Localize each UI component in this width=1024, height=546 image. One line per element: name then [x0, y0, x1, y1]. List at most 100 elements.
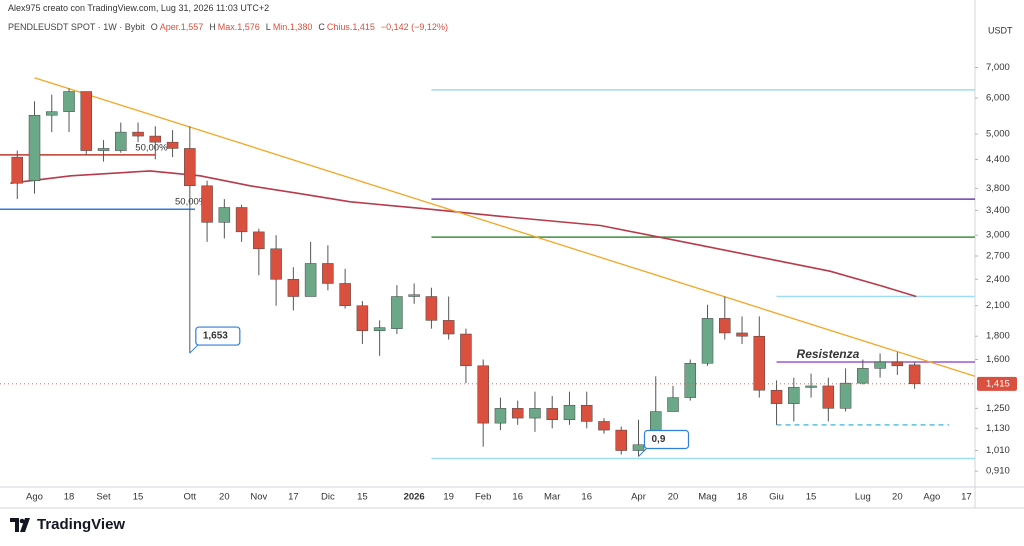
x-tick-label: Feb: [475, 492, 491, 503]
candle-body: [322, 263, 334, 284]
candle-body: [63, 91, 75, 112]
candle-body: [184, 148, 196, 187]
candle-body: [356, 305, 369, 332]
symbol: PENDLEUSDT SPOT · 1W · Bybit: [8, 22, 145, 32]
candle-body: [632, 444, 645, 451]
ohlc-value: Max.1,576: [217, 22, 260, 32]
candle-body: [753, 335, 766, 391]
candle-body: [80, 91, 93, 151]
candle-body: [857, 368, 869, 384]
trendline: [34, 77, 976, 377]
x-tick-label: 19: [443, 492, 454, 503]
y-tick-label: 4,400: [986, 154, 1010, 165]
x-tick-label: 16: [512, 492, 523, 503]
symbol-legend: PENDLEUSDT SPOT · 1W · Bybit O Aper.1,557 H…: [8, 22, 448, 32]
candle-body: [788, 387, 800, 404]
ohlc-key: O: [150, 22, 158, 32]
candle-body: [563, 404, 576, 421]
x-tick-label: Ago: [26, 492, 43, 503]
candle-body: [218, 207, 231, 223]
y-tick-label: 3,000: [986, 230, 1010, 241]
y-tick-label: 1,130: [986, 423, 1010, 434]
y-tick-label: 7,000: [986, 62, 1010, 73]
candle-body: [28, 114, 41, 181]
candle-body: [46, 111, 58, 116]
ohlc-key: H: [209, 22, 216, 32]
candle-body: [201, 185, 213, 223]
ohlc-value: Aper.1,557: [159, 22, 204, 32]
y-tick-label: 2,700: [986, 251, 1010, 262]
candle-body: [442, 320, 455, 335]
candle-body: [97, 148, 110, 151]
y-tick-label: 1,010: [986, 445, 1010, 456]
candle-body: [270, 248, 282, 280]
candle-body: [132, 131, 144, 137]
callout-box: [195, 326, 241, 346]
level-label: 50,00%: [135, 142, 168, 153]
price-label: 1,415: [986, 378, 1010, 389]
candle-body: [304, 263, 317, 297]
candle-body: [494, 408, 507, 424]
candle-body: [839, 382, 852, 409]
x-tick-label: Ott: [183, 492, 196, 503]
candle-body: [511, 408, 524, 419]
candle-body: [529, 408, 541, 419]
logo-icon: [10, 517, 30, 532]
change: −0,142 (−9,12%): [380, 22, 448, 32]
x-tick-label: 18: [737, 492, 748, 503]
x-tick-label: Ago: [923, 492, 940, 503]
candle-body: [822, 385, 835, 409]
candle-body: [615, 429, 627, 451]
x-tick-label: 20: [219, 492, 230, 503]
y-tick-label: 2,100: [986, 300, 1010, 311]
candle-body: [149, 135, 162, 143]
candle-body: [460, 333, 472, 367]
candle-body: [425, 296, 438, 321]
candle-body: [408, 294, 420, 297]
logo-text: TradingView: [37, 516, 126, 533]
candle-body: [684, 363, 697, 398]
candle-body: [580, 404, 593, 422]
x-tick-label: Nov: [250, 492, 267, 503]
candle-body: [115, 131, 127, 151]
y-tick-label: 1,800: [986, 331, 1010, 342]
ohlc-value: Chius.1,415: [326, 22, 375, 32]
candle-body: [391, 296, 403, 329]
logo: TradingView: [10, 516, 125, 533]
candle-body: [546, 408, 558, 421]
callout-label: 0,9: [651, 434, 665, 445]
candle-body: [667, 397, 679, 412]
candle-body: [166, 141, 179, 149]
candle-body: [874, 361, 886, 369]
y-tick-label: 1,600: [986, 354, 1010, 365]
ohlc-key: L: [265, 22, 271, 32]
x-tick-label: 16: [581, 492, 592, 503]
ohlc-value: Min.1,380: [272, 22, 313, 32]
candle-body: [736, 332, 748, 337]
x-tick-label: 15: [133, 492, 144, 503]
callout-pointer: [638, 448, 647, 457]
candle-body: [908, 364, 921, 385]
y-tick-label: 0,910: [986, 466, 1010, 477]
candle-body: [339, 283, 351, 306]
x-tick-label: 15: [806, 492, 817, 503]
axis-unit: USDT: [988, 25, 1013, 35]
candle-body: [770, 389, 783, 404]
y-tick-label: 1,250: [986, 403, 1010, 414]
candle-body: [477, 365, 489, 424]
x-tick-label: 15: [357, 492, 368, 503]
y-tick-label: 2,400: [986, 274, 1010, 285]
x-tick-label: 18: [64, 492, 75, 503]
price-label-box: [977, 376, 1017, 391]
candle-body: [719, 318, 731, 334]
ohlc-key: C: [318, 22, 325, 32]
y-tick-label: 5,000: [986, 129, 1010, 140]
level-label: 50,00%: [175, 197, 208, 208]
x-tick-label: Mar: [544, 492, 560, 503]
credit: Alex975 creato con TradingView.com, Lug …: [8, 3, 270, 13]
x-tick-label: 2026: [404, 492, 425, 503]
moving-average: [10, 170, 917, 298]
x-tick-label: 20: [668, 492, 679, 503]
